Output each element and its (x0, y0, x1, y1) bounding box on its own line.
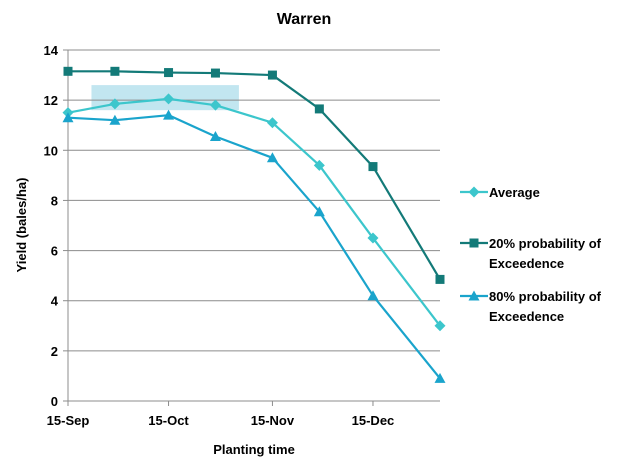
data-point (110, 66, 120, 76)
data-point (109, 114, 121, 125)
y-tick-label: 2 (51, 344, 58, 359)
data-point (314, 104, 324, 114)
data-point (209, 99, 221, 111)
data-point (266, 117, 278, 129)
chart-title: Warren (277, 11, 332, 28)
series-line-2 (68, 70, 441, 280)
data-point (434, 372, 446, 383)
legend: Average 20% probability of Exceedence 80% p… (460, 185, 602, 324)
y-tick-label: 10 (44, 143, 58, 158)
series-2 (63, 66, 445, 284)
data-point (368, 162, 378, 172)
series-line-3 (67, 114, 441, 380)
legend-label: 20% probability of Exceedence (489, 236, 602, 271)
data-point (434, 320, 446, 332)
x-tick-label: 15-Nov (251, 413, 295, 428)
y-tick-label: 14 (44, 43, 59, 58)
y-axis-label: Yield (bales/ha) (14, 178, 29, 273)
data-point (210, 68, 220, 78)
grid-layer (68, 49, 440, 352)
data-point (109, 98, 121, 110)
data-point (266, 152, 278, 163)
data-point (435, 274, 445, 284)
data-point (63, 66, 73, 76)
data-point (313, 159, 325, 171)
legend-marker (469, 238, 479, 248)
series-3 (62, 109, 446, 383)
series-1 (62, 93, 446, 332)
x-tick-label: 15-Oct (148, 413, 189, 428)
x-tick-label: 15-Sep (47, 413, 90, 428)
data-point (313, 206, 325, 217)
legend-marker (468, 290, 480, 301)
y-tick-label: 6 (51, 244, 58, 259)
legend-label: 80% probability of Exceedence (489, 289, 602, 324)
axis-layer: 0 2 4 6 8 10 12 14 15-Sep 15-Oct 15-Nov 15-Dec (44, 43, 440, 428)
data-point (163, 93, 175, 105)
legend-marker (468, 186, 480, 198)
legend-item-3: 80% probability of Exceedence (460, 289, 602, 324)
data-point (163, 109, 175, 120)
series-line-1 (67, 97, 441, 327)
y-tick-label: 0 (51, 394, 58, 409)
data-point (367, 290, 379, 301)
data-point (164, 68, 174, 78)
series-layer (62, 66, 446, 383)
y-tick-label: 4 (51, 294, 59, 309)
legend-item-1: Average (460, 185, 540, 200)
data-point (62, 112, 74, 123)
x-axis-label: Planting time (213, 442, 295, 457)
y-tick-label: 8 (51, 193, 58, 208)
x-tick-label: 15-Dec (352, 413, 395, 428)
data-point (367, 232, 379, 244)
data-point (267, 70, 277, 80)
legend-item-2: 20% probability of Exceedence (460, 236, 602, 271)
data-point (209, 130, 221, 141)
y-tick-label: 12 (44, 93, 58, 108)
legend-label: Average (489, 185, 540, 200)
